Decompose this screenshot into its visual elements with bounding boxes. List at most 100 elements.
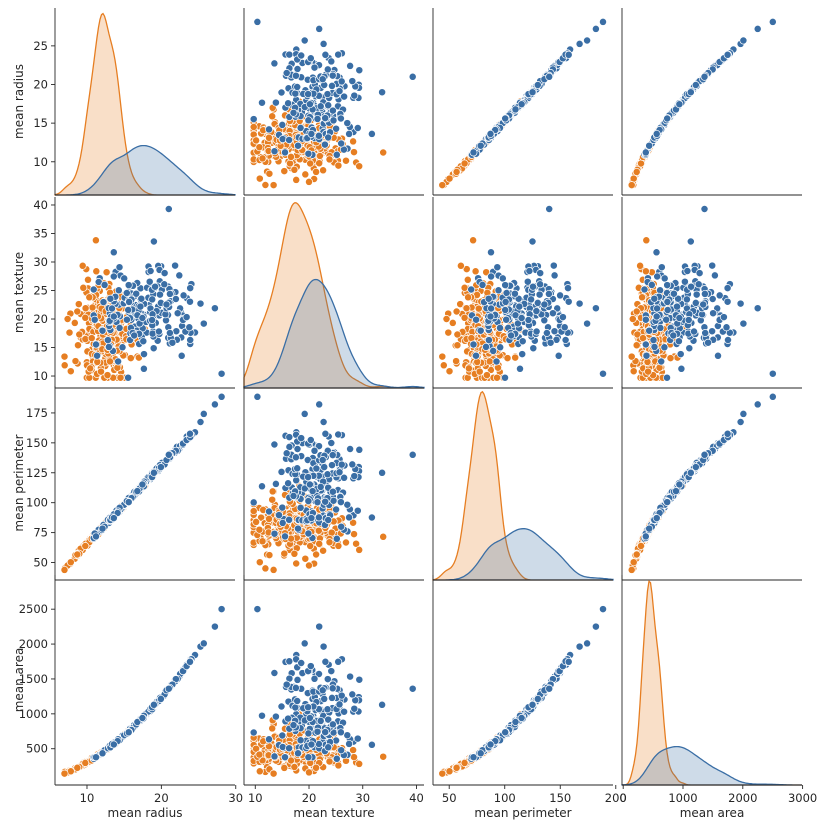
point-malignant <box>645 141 654 150</box>
point-malignant <box>739 319 748 328</box>
point-malignant <box>297 434 306 443</box>
point-benign <box>305 177 313 186</box>
point-malignant <box>682 295 691 304</box>
point-malignant <box>151 282 160 291</box>
point-malignant <box>278 120 287 129</box>
point-malignant <box>694 280 703 289</box>
point-benign <box>629 558 638 567</box>
point-malignant <box>540 300 549 309</box>
point-benign <box>462 304 471 313</box>
point-malignant <box>558 313 567 322</box>
point-malignant <box>160 269 169 278</box>
point-benign <box>290 165 299 174</box>
point-malignant <box>315 400 324 409</box>
point-malignant <box>275 511 283 520</box>
point-malignant <box>324 516 333 524</box>
point-malignant <box>662 315 671 324</box>
point-malignant <box>656 323 665 332</box>
point-benign <box>255 525 264 534</box>
point-malignant <box>332 534 341 543</box>
y-tick-label: 40 <box>33 198 48 212</box>
point-benign <box>305 561 313 570</box>
point-benign <box>342 156 350 165</box>
point-malignant <box>575 39 584 48</box>
point-malignant <box>296 503 305 512</box>
y-tick-label: 100 <box>26 496 48 510</box>
point-malignant <box>133 487 142 496</box>
point-malignant <box>120 274 129 283</box>
point-malignant <box>125 297 134 306</box>
point-malignant <box>316 482 325 491</box>
point-malignant <box>320 140 329 149</box>
point-malignant <box>469 340 478 349</box>
point-benign <box>444 328 453 337</box>
point-malignant <box>337 77 346 86</box>
point-malignant <box>536 269 545 278</box>
point-malignant <box>709 309 718 318</box>
panel-mean-perimeter-vs-mean-texture <box>243 386 424 581</box>
point-malignant <box>196 418 205 426</box>
point-malignant <box>173 309 182 318</box>
point-malignant <box>337 139 346 148</box>
point-benign <box>463 275 472 284</box>
point-benign <box>255 143 264 152</box>
point-malignant <box>323 65 332 74</box>
point-malignant <box>641 148 650 157</box>
point-benign <box>439 361 448 370</box>
point-malignant <box>564 297 573 306</box>
point-malignant <box>546 338 555 347</box>
point-benign <box>445 174 454 183</box>
point-malignant <box>652 129 661 138</box>
point-benign <box>292 175 301 184</box>
point-benign <box>81 313 90 322</box>
point-malignant <box>348 77 357 86</box>
point-malignant <box>328 71 337 80</box>
point-benign <box>258 537 267 546</box>
point-benign <box>471 267 480 276</box>
point-malignant <box>138 314 147 322</box>
point-malignant <box>285 433 294 442</box>
point-malignant <box>109 312 118 321</box>
point-malignant <box>186 297 194 306</box>
point-malignant <box>367 513 376 522</box>
point-malignant <box>657 357 666 366</box>
point-malignant <box>408 72 417 81</box>
point-malignant <box>310 446 319 455</box>
point-malignant <box>334 430 343 439</box>
point-benign <box>438 181 447 190</box>
point-benign <box>334 541 343 550</box>
y-tick-label: 25 <box>33 284 48 298</box>
point-malignant <box>498 274 507 283</box>
point-malignant <box>258 98 266 107</box>
point-malignant <box>294 141 302 150</box>
point-benign <box>91 236 100 245</box>
point-malignant <box>650 342 659 351</box>
point-malignant <box>335 468 344 477</box>
point-malignant <box>641 340 650 349</box>
point-benign <box>379 148 388 157</box>
point-benign <box>66 367 75 376</box>
point-malignant <box>124 498 133 507</box>
point-malignant <box>196 299 205 308</box>
point-malignant <box>663 297 672 306</box>
point-malignant <box>674 337 683 346</box>
panel-mean-texture-vs-mean-perimeter <box>432 197 613 389</box>
point-malignant <box>139 364 148 373</box>
point-malignant <box>528 237 537 246</box>
panel-mean-texture-vs-mean-texture <box>243 197 425 389</box>
point-benign <box>469 236 478 245</box>
point-malignant <box>307 514 316 523</box>
point-malignant <box>768 369 777 378</box>
point-malignant <box>472 351 480 360</box>
point-benign <box>301 170 310 179</box>
y-tick-label: 20 <box>33 312 48 326</box>
point-malignant <box>704 338 713 347</box>
point-malignant <box>599 17 607 26</box>
point-benign <box>265 169 274 178</box>
point-malignant <box>312 464 321 473</box>
point-benign <box>464 364 473 373</box>
point-benign <box>255 174 264 183</box>
point-malignant <box>542 329 551 337</box>
point-benign <box>314 526 323 535</box>
point-malignant <box>353 124 362 132</box>
